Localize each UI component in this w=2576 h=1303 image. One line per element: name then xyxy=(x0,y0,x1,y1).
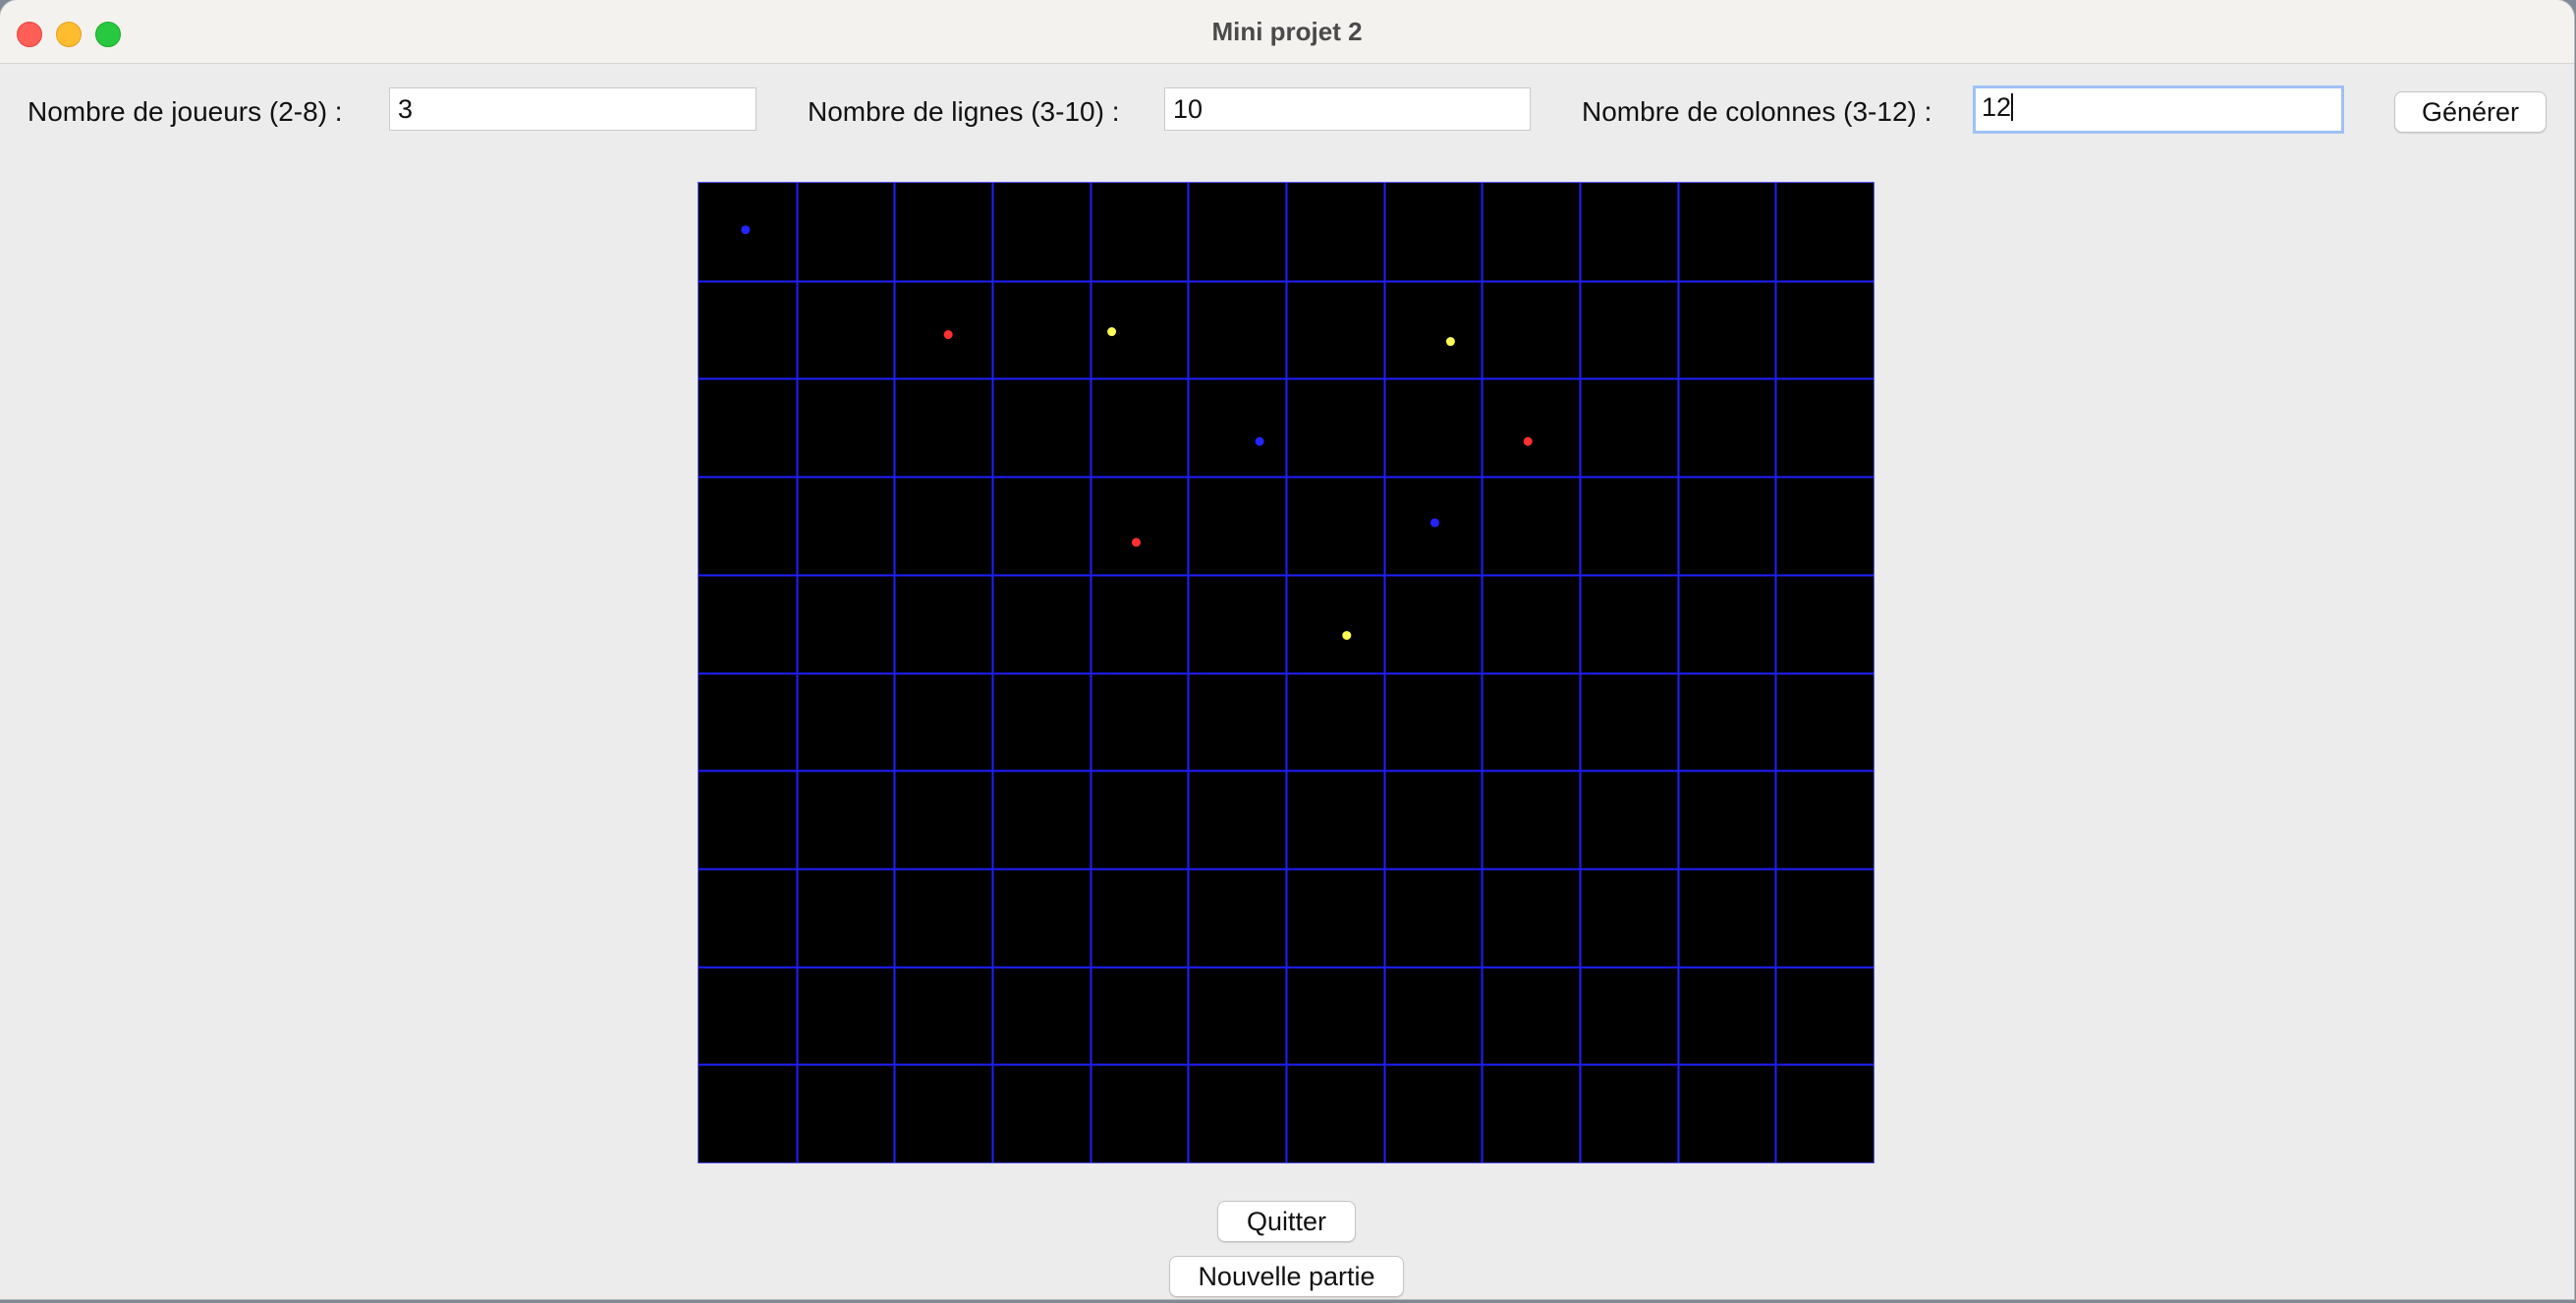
close-window-icon[interactable] xyxy=(17,22,42,47)
players-input[interactable]: 3 xyxy=(389,87,756,131)
game-piece xyxy=(1523,436,1533,446)
rows-input-value: 10 xyxy=(1173,94,1204,124)
players-label: Nombre de joueurs (2-8) : xyxy=(28,96,343,127)
new-game-button[interactable]: Nouvelle partie xyxy=(1169,1256,1404,1297)
game-piece xyxy=(1132,538,1142,547)
game-piece xyxy=(1107,327,1117,337)
generate-button[interactable]: Générer xyxy=(2394,91,2547,133)
window-title: Mini projet 2 xyxy=(1211,17,1363,46)
game-piece xyxy=(943,330,953,340)
rows-label: Nombre de lignes (3-10) : xyxy=(808,96,1120,127)
minimize-window-icon[interactable] xyxy=(56,22,82,47)
cols-label: Nombre de colonnes (3-12) : xyxy=(1582,96,1932,127)
title-bar: Mini projet 2 xyxy=(0,0,2574,64)
game-piece xyxy=(1342,631,1352,641)
maximize-window-icon[interactable] xyxy=(95,22,121,47)
game-piece xyxy=(1255,436,1264,446)
cols-input[interactable]: 12 xyxy=(1973,85,2344,134)
cols-input-value: 12 xyxy=(1982,92,2012,122)
players-input-value: 3 xyxy=(398,94,414,124)
text-caret xyxy=(2011,93,2014,121)
game-board[interactable] xyxy=(698,182,1875,1163)
rows-input[interactable]: 10 xyxy=(1164,87,1531,131)
game-piece xyxy=(1445,337,1455,347)
game-piece xyxy=(1429,518,1439,528)
quit-button[interactable]: Quitter xyxy=(1217,1201,1356,1242)
game-piece xyxy=(741,225,751,235)
board-canvas[interactable] xyxy=(699,183,1874,1162)
